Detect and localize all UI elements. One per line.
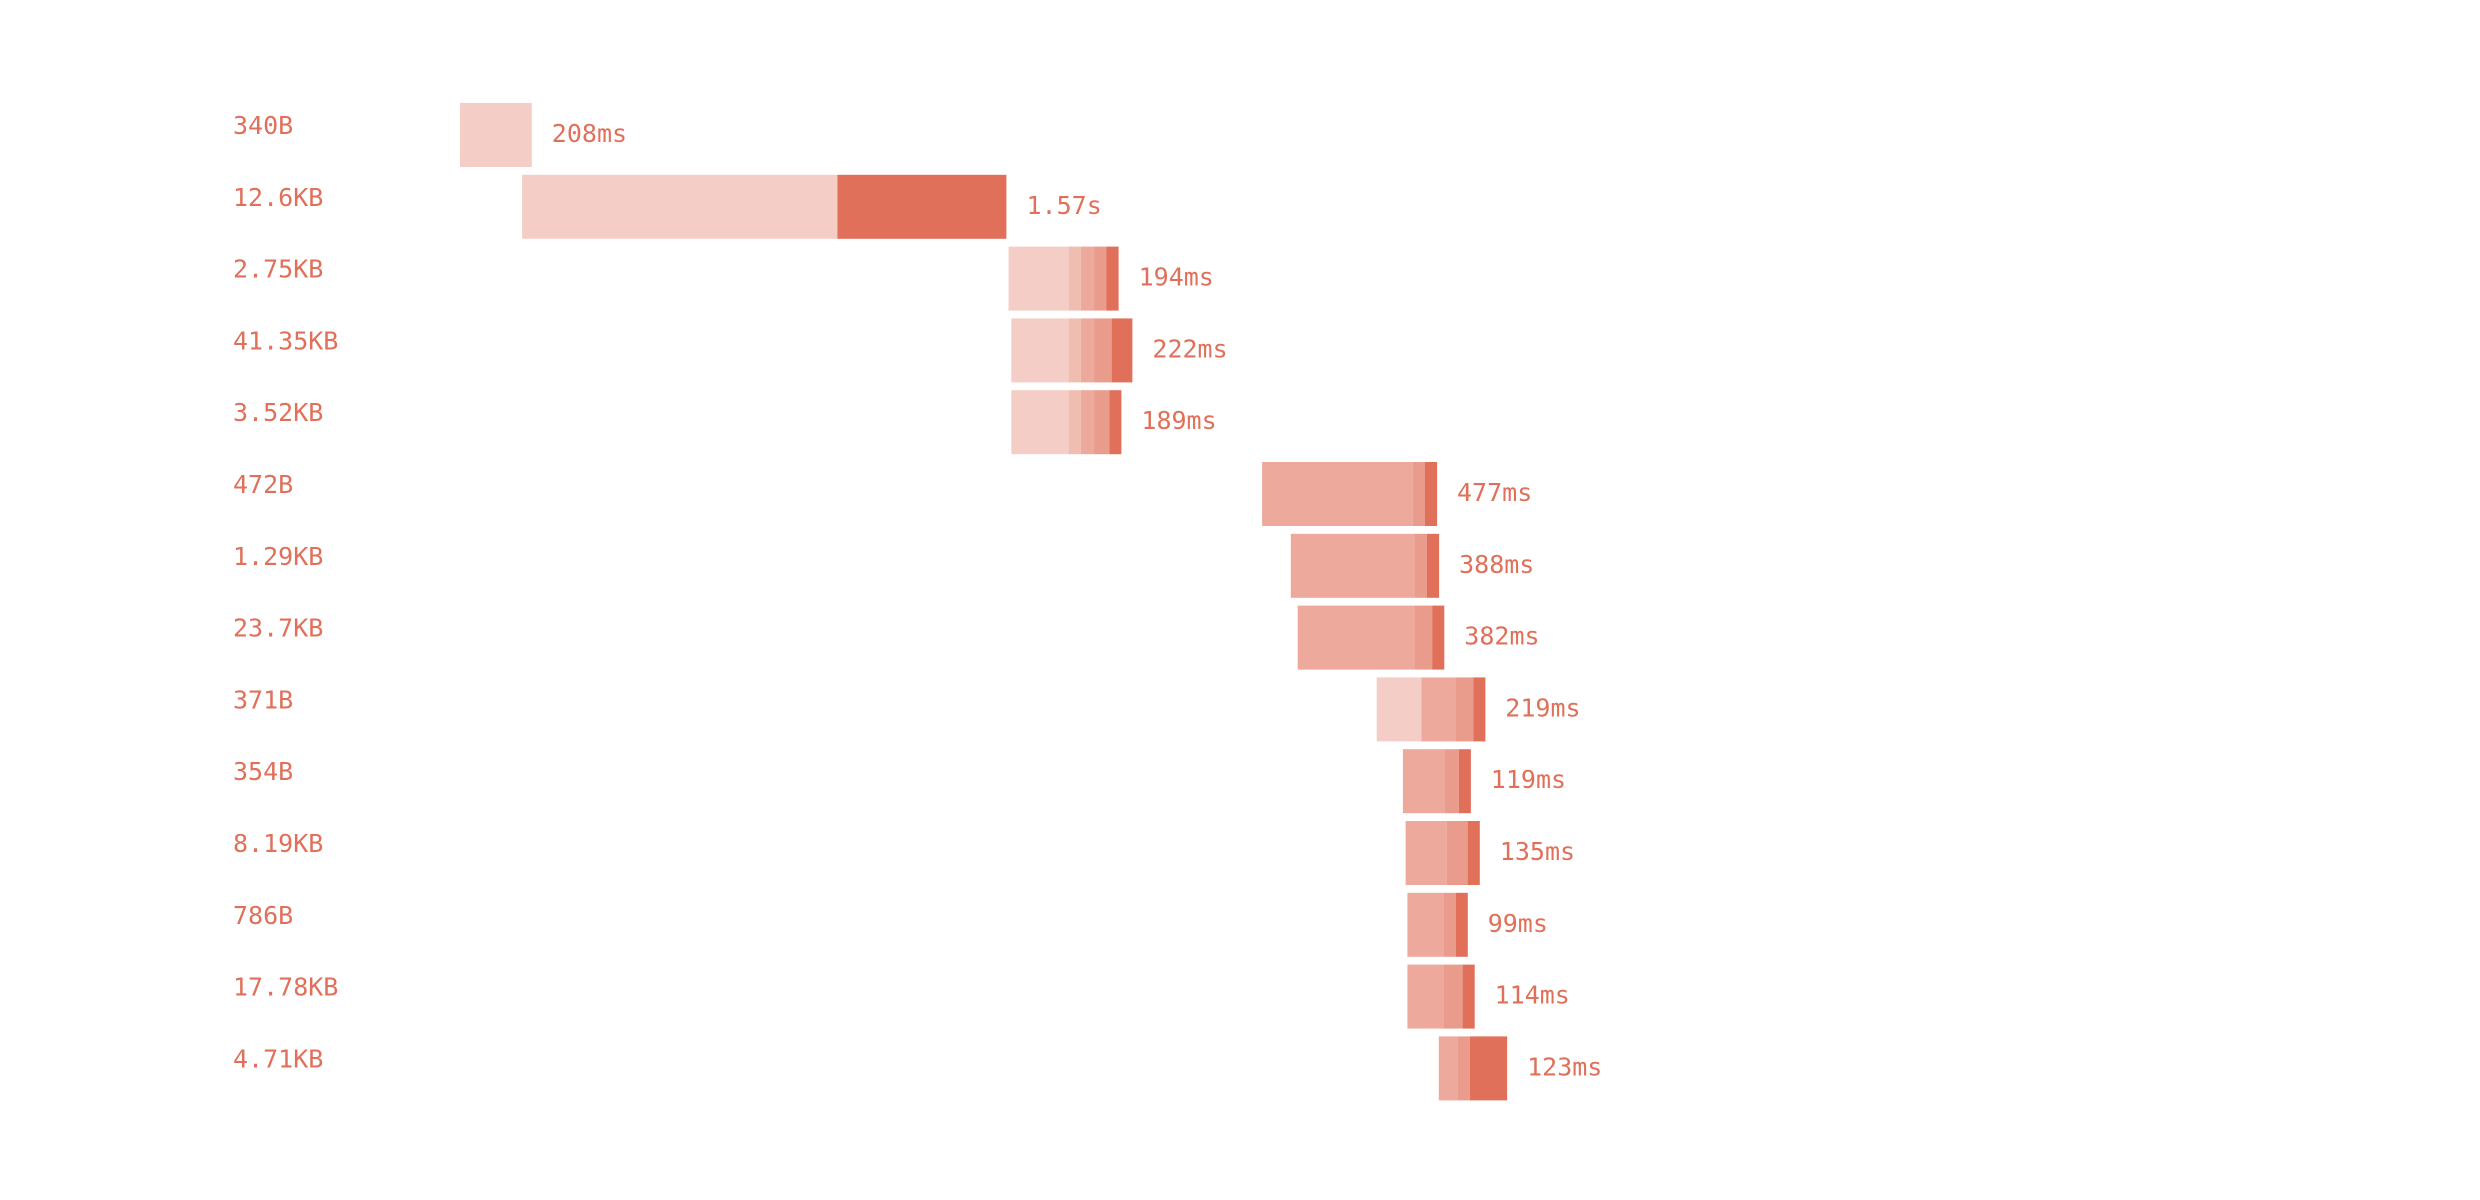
- request-row: 371B 219ms: [233, 677, 1581, 742]
- bar-segment-dns: [1068, 246, 1081, 311]
- request-row: 4.71KB 123ms: [233, 1036, 1602, 1101]
- duration-label: 189ms: [1141, 406, 1216, 435]
- bar-segment-wait: [1262, 462, 1413, 526]
- bar-segment-receive: [1427, 533, 1440, 598]
- bar-segment-receive: [1469, 1036, 1508, 1101]
- bar-segment-receive: [1425, 462, 1438, 526]
- duration-label: 388ms: [1459, 550, 1534, 579]
- bar-segment-connect: [1443, 964, 1463, 1029]
- bar-segment-receive: [1462, 964, 1475, 1029]
- bar-segment-connect: [1094, 318, 1112, 383]
- duration-label: 194ms: [1139, 263, 1214, 292]
- size-label: 8.19KB: [233, 829, 323, 858]
- bar-segment-wait: [1407, 964, 1444, 1029]
- size-label: 1.29KB: [233, 542, 323, 571]
- bar-segment-wait: [1080, 318, 1095, 383]
- bar-segment-connect: [1415, 605, 1433, 670]
- bar-segment-wait: [1297, 605, 1415, 670]
- request-row: 41.35KB 222ms: [233, 318, 1228, 383]
- request-row: 8.19KB 135ms: [233, 821, 1575, 885]
- bar-segment-dns: [1068, 318, 1081, 383]
- bar-segment-queue: [1011, 390, 1069, 455]
- request-row: 23.7KB 382ms: [233, 605, 1540, 670]
- request-rows: 340B 208ms 12.6KB 1.57s 2.75KB 194ms 41.35KB 22…: [233, 103, 1602, 1101]
- size-label: 12.6KB: [233, 183, 323, 212]
- size-label: 472B: [233, 470, 293, 499]
- bar-segment-receive: [1106, 246, 1119, 311]
- duration-label: 123ms: [1527, 1052, 1602, 1081]
- duration-label: 99ms: [1488, 909, 1548, 938]
- duration-label: 208ms: [552, 119, 627, 148]
- size-label: 2.75KB: [233, 255, 323, 284]
- bar-segment-wait: [1080, 390, 1095, 455]
- bar-segment-connect: [1457, 1036, 1470, 1101]
- bar-segment-receive: [837, 174, 1007, 239]
- bar-segment-wait: [1421, 677, 1456, 742]
- bar-segment-receive: [1467, 821, 1480, 885]
- size-label: 17.78KB: [233, 973, 338, 1002]
- request-row: 17.78KB 114ms: [233, 964, 1570, 1029]
- duration-label: 114ms: [1495, 981, 1570, 1010]
- bar-segment-connect: [1412, 462, 1425, 526]
- bar-segment-wait: [1402, 749, 1445, 814]
- bar-segment-connect: [1094, 390, 1110, 455]
- request-row: 12.6KB 1.57s: [233, 174, 1102, 239]
- request-row: 3.52KB 189ms: [233, 390, 1217, 455]
- request-row: 340B 208ms: [233, 103, 627, 167]
- bar-segment-receive: [1473, 677, 1486, 742]
- size-label: 41.35KB: [233, 326, 338, 355]
- bar-segment-receive: [1458, 749, 1471, 814]
- bar-segment-queue: [460, 103, 532, 167]
- bar-segment-dns: [1068, 390, 1081, 455]
- bar-segment-receive: [1455, 892, 1468, 957]
- bar-segment-connect: [1415, 533, 1428, 598]
- size-label: 3.52KB: [233, 398, 323, 427]
- bar-segment-queue: [522, 174, 838, 239]
- size-label: 340B: [233, 111, 293, 140]
- bar-segment-connect: [1094, 246, 1107, 311]
- bar-segment-connect: [1444, 749, 1459, 814]
- bar-segment-wait: [1290, 533, 1415, 598]
- bar-segment-queue: [1008, 246, 1069, 311]
- bar-segment-wait: [1080, 246, 1095, 311]
- bar-segment-queue: [1376, 677, 1422, 742]
- request-row: 1.29KB 388ms: [233, 533, 1534, 598]
- request-row: 354B 119ms: [233, 749, 1566, 814]
- duration-label: 1.57s: [1027, 191, 1102, 220]
- bar-segment-queue: [1011, 318, 1069, 383]
- bar-segment-receive: [1111, 318, 1133, 383]
- size-label: 354B: [233, 757, 293, 786]
- request-row: 2.75KB 194ms: [233, 246, 1214, 311]
- size-label: 371B: [233, 685, 293, 714]
- bar-segment-wait: [1407, 892, 1444, 957]
- request-row: 472B 477ms: [233, 462, 1532, 526]
- duration-label: 119ms: [1491, 765, 1566, 794]
- bar-segment-receive: [1109, 390, 1122, 455]
- bar-segment-connect: [1443, 892, 1456, 957]
- duration-label: 382ms: [1464, 622, 1539, 651]
- request-row: 786B 99ms: [233, 892, 1548, 957]
- size-label: 786B: [233, 901, 293, 930]
- duration-label: 219ms: [1505, 693, 1580, 722]
- bar-segment-connect: [1456, 677, 1474, 742]
- duration-label: 477ms: [1457, 478, 1532, 507]
- bar-segment-wait: [1405, 821, 1447, 885]
- bar-segment-receive: [1432, 605, 1445, 670]
- duration-label: 222ms: [1152, 334, 1227, 363]
- bar-segment-wait: [1438, 1036, 1458, 1101]
- size-label: 23.7KB: [233, 614, 323, 643]
- bar-segment-connect: [1446, 821, 1468, 885]
- size-label: 4.71KB: [233, 1044, 323, 1073]
- duration-label: 135ms: [1500, 837, 1575, 866]
